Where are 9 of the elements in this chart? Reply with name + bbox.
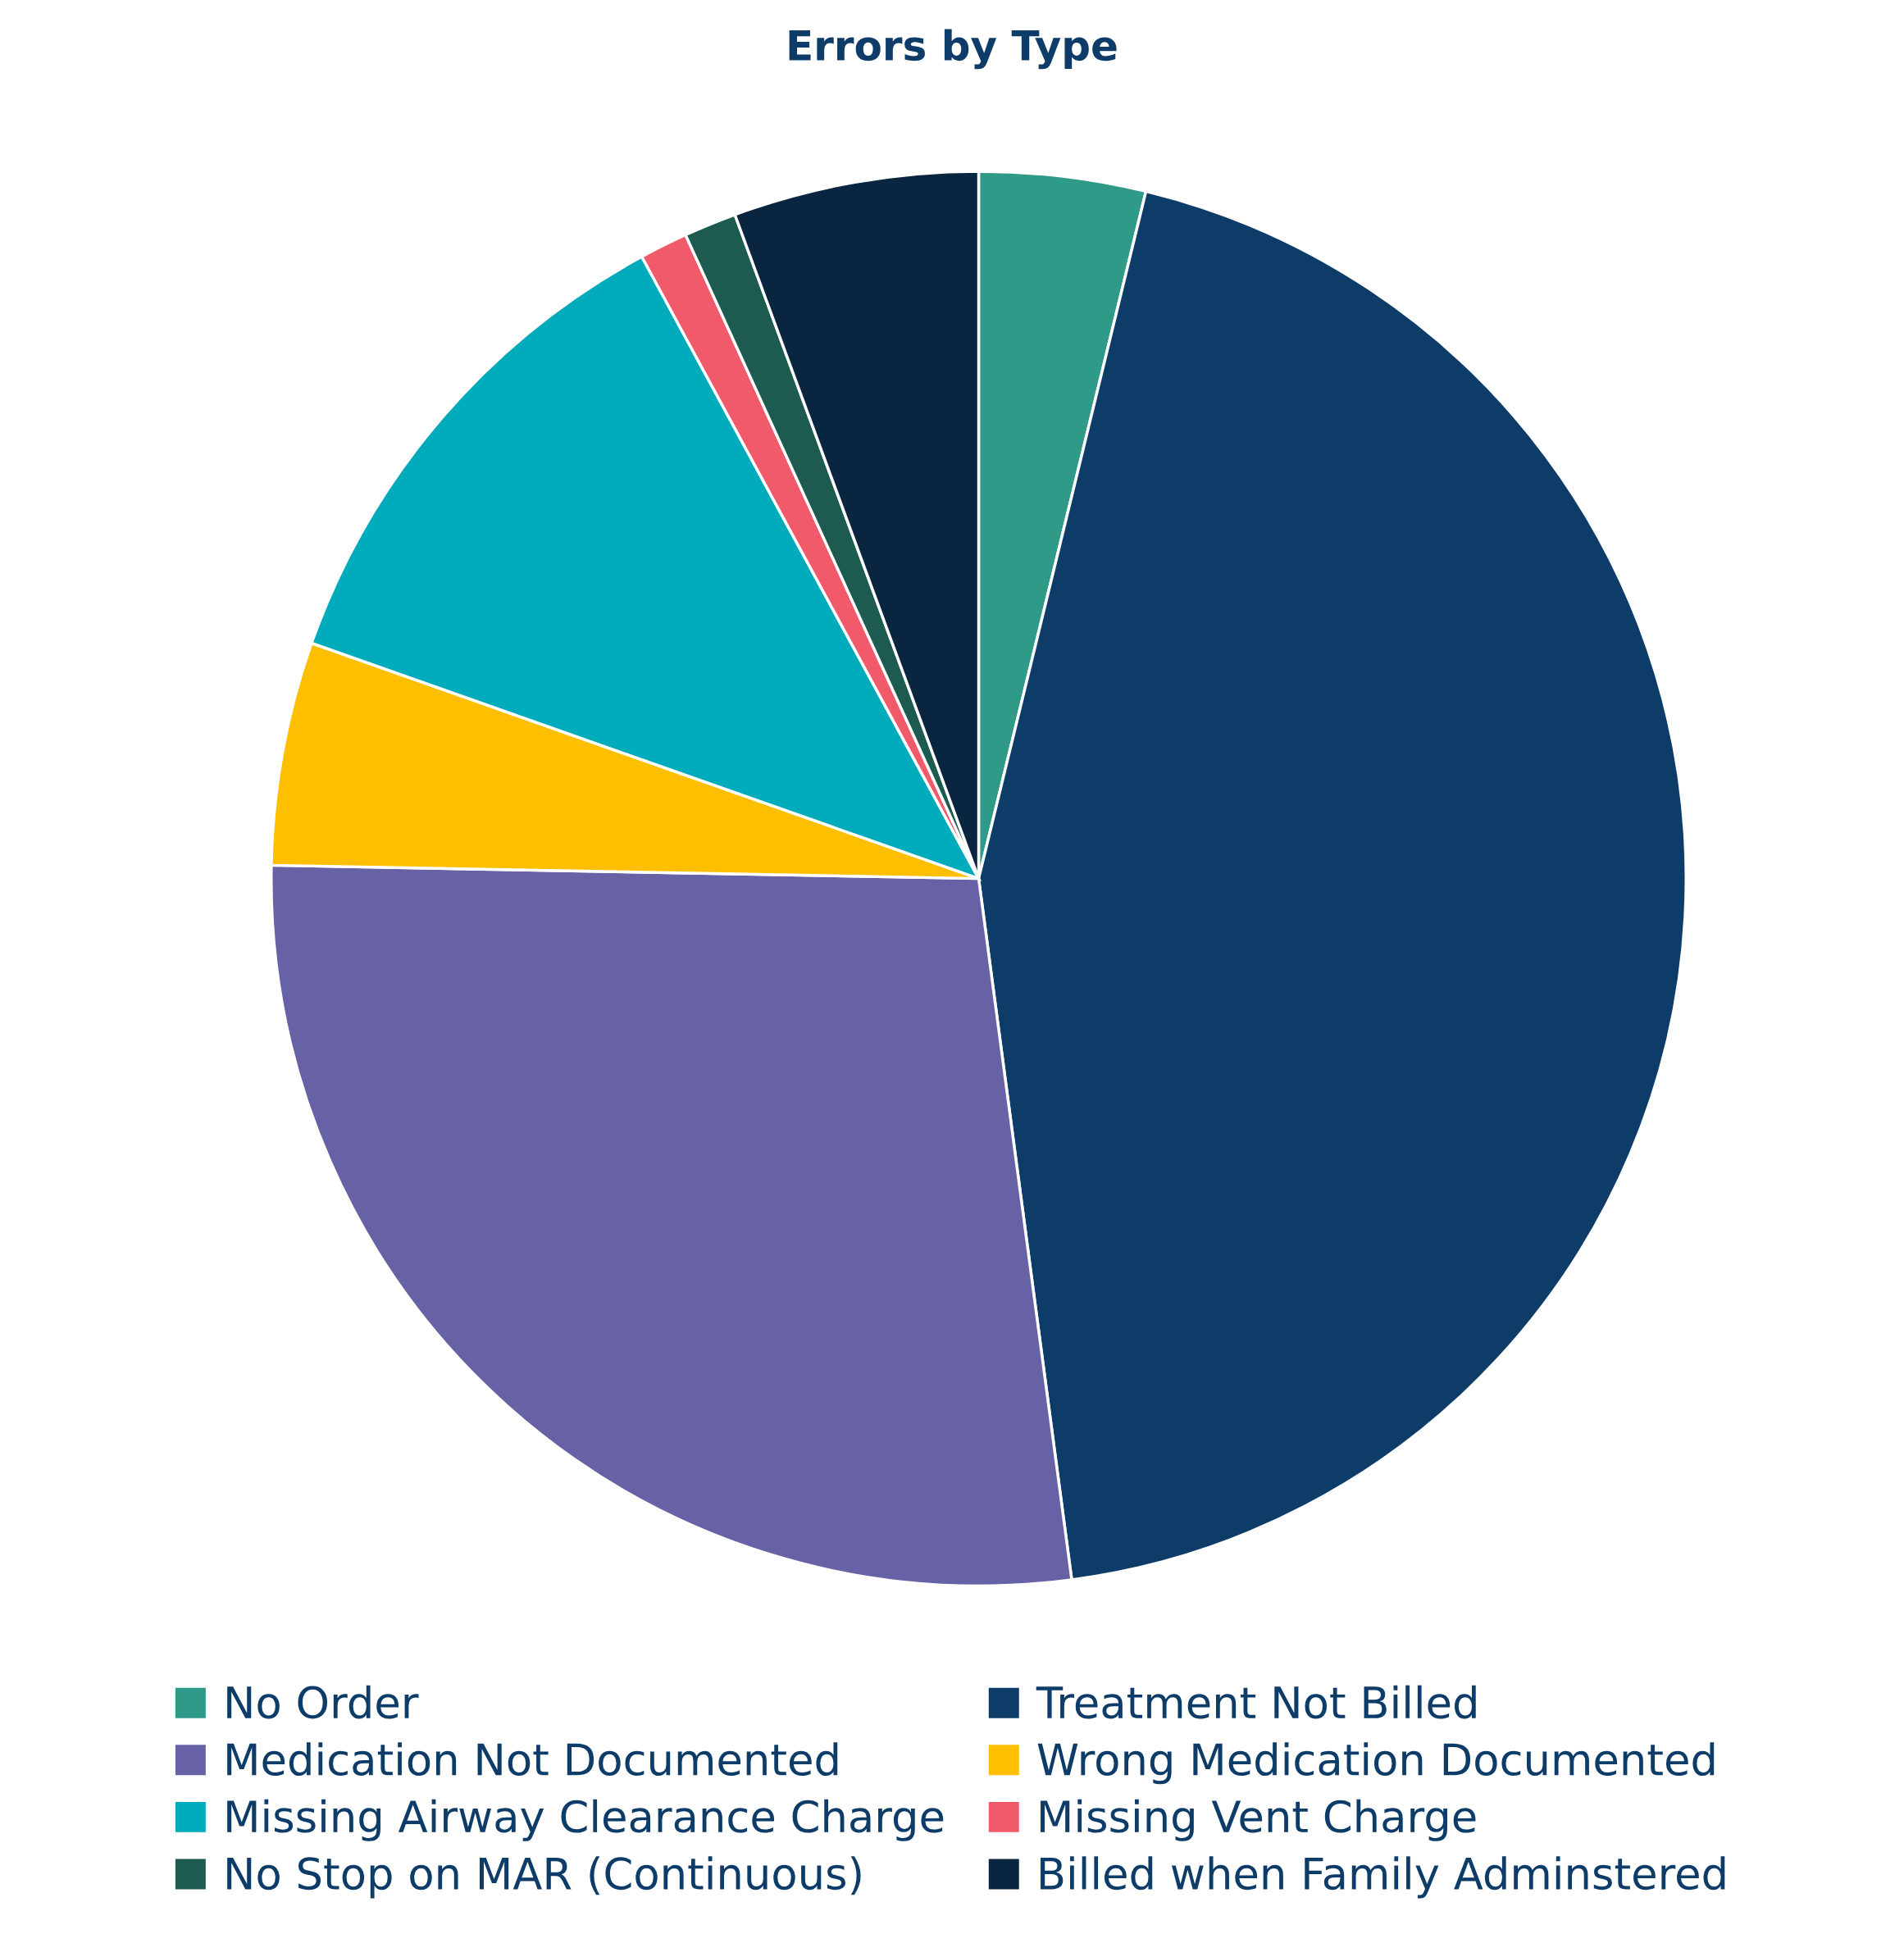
legend-label: Medication Not Documented [227, 1742, 838, 1777]
chart-title: Errors by Type [789, 29, 1117, 70]
legend-label: Missing Vent Charge [1041, 1799, 1476, 1841]
legend-label: Billed when Family Adminstered [1041, 1856, 1725, 1899]
legend-label: No Order [227, 1685, 419, 1719]
legend-label: No Stop on MAR (Continuous) [227, 1856, 861, 1899]
legend-label: Wrong Medication Documented [1037, 1742, 1715, 1785]
legend-label: Treatment Not Billed [1036, 1685, 1476, 1719]
legend-label: Missing Airway Clearance Charge [227, 1799, 944, 1841]
